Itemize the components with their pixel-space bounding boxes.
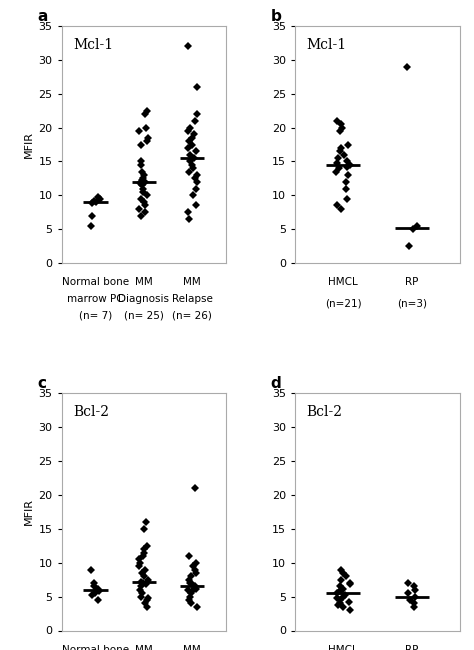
Text: c: c <box>37 376 46 391</box>
Text: MM: MM <box>135 645 153 650</box>
Text: Relapse: Relapse <box>172 294 213 304</box>
Text: MM: MM <box>183 278 201 287</box>
Text: Mcl-1: Mcl-1 <box>307 38 347 52</box>
Text: (n=21): (n=21) <box>325 298 362 309</box>
Text: Normal bone: Normal bone <box>62 278 129 287</box>
Text: (n= 7): (n= 7) <box>79 311 112 320</box>
Text: Bcl-2: Bcl-2 <box>73 406 109 419</box>
Text: b: b <box>271 8 282 23</box>
Text: RP: RP <box>405 278 419 287</box>
Text: HMCL: HMCL <box>328 278 358 287</box>
Text: (n=3): (n=3) <box>397 298 427 309</box>
Text: Diagnosis: Diagnosis <box>118 294 169 304</box>
Text: RP: RP <box>405 645 419 650</box>
Text: d: d <box>271 376 282 391</box>
Text: MM: MM <box>135 278 153 287</box>
Text: HMCL: HMCL <box>328 645 358 650</box>
Text: Mcl-1: Mcl-1 <box>73 38 113 52</box>
Y-axis label: MFIR: MFIR <box>24 499 34 525</box>
Text: Bcl-2: Bcl-2 <box>307 406 343 419</box>
Text: MM: MM <box>183 645 201 650</box>
Text: (n= 25): (n= 25) <box>124 311 164 320</box>
Y-axis label: MFIR: MFIR <box>24 131 34 158</box>
Text: (n= 26): (n= 26) <box>173 311 212 320</box>
Text: marrow PC: marrow PC <box>67 294 124 304</box>
Text: a: a <box>37 8 47 23</box>
Text: Normal bone: Normal bone <box>62 645 129 650</box>
